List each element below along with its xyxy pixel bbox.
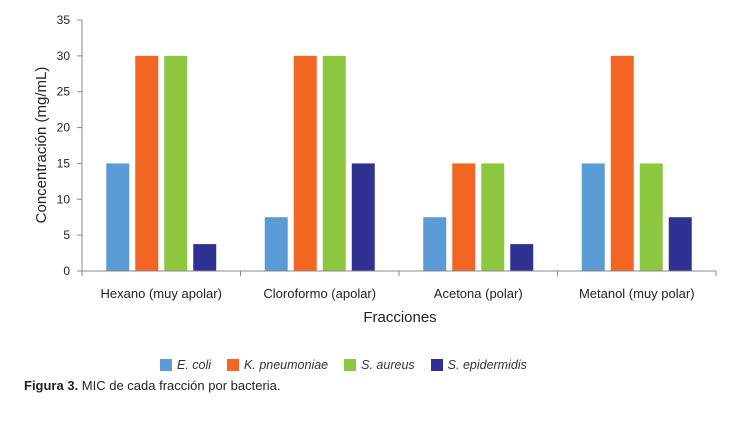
legend-label: K. pneumoniae	[244, 358, 329, 372]
bar	[135, 55, 159, 271]
bar	[668, 217, 692, 271]
legend: E. coli K. pneumoniae S. aureus S. epidermi…	[160, 356, 527, 374]
y-tick-label: 20	[57, 121, 71, 135]
y-tick-label: 35	[57, 13, 71, 27]
legend-label: S. epidermidis	[447, 358, 527, 372]
bar	[610, 55, 634, 271]
x-axis-label: Fracciones	[363, 309, 436, 326]
legend-item: S. epidermidis	[430, 358, 527, 372]
y-tick-label: 5	[63, 228, 70, 242]
x-axis-ticks: Hexano (muy apolar) Cloroformo (apolar) Ac…	[81, 271, 717, 301]
legend-swatch	[430, 359, 443, 371]
y-axis-label: Concentración (mg/mL)	[33, 67, 50, 224]
figure-caption: Figura 3. MIC de cada fracción por bacte…	[24, 378, 281, 393]
bar	[581, 163, 605, 271]
y-tick-label: 30	[57, 49, 71, 63]
bars	[106, 55, 692, 271]
legend-label: E. coli	[177, 358, 212, 372]
bar	[264, 217, 288, 271]
bar	[423, 217, 447, 271]
x-tick-label: Acetona (polar)	[434, 286, 523, 301]
bar	[106, 163, 130, 271]
x-tick-label: Metanol (muy polar)	[579, 286, 695, 301]
bar	[481, 163, 505, 271]
y-tick-label: 25	[57, 85, 71, 99]
legend-item: S. aureus	[344, 358, 415, 372]
chart: 0 5 10 15 20 25 30 35 Hexano (muy apolar) Clorof…	[33, 13, 717, 326]
bar	[639, 163, 663, 271]
y-axis-ticks: 0 5 10 15 20 25 30 35	[57, 13, 82, 278]
bar	[452, 163, 476, 271]
y-tick-label: 15	[57, 156, 71, 170]
bar	[164, 55, 188, 271]
x-tick-label: Hexano (muy apolar)	[101, 286, 222, 301]
legend-item: K. pneumoniae	[227, 358, 328, 372]
legend-swatch	[160, 359, 172, 371]
caption-text: MIC de cada fracción por bacteria.	[78, 378, 281, 393]
legend-item: E. coli	[160, 358, 211, 372]
bar	[193, 244, 217, 271]
caption-label: Figura 3.	[24, 378, 79, 393]
bar	[322, 55, 346, 271]
bar	[510, 244, 534, 271]
legend-swatch	[344, 359, 357, 371]
y-tick-label: 0	[63, 264, 70, 278]
x-tick-label: Cloroformo (apolar)	[263, 286, 376, 301]
legend-label: S. aureus	[361, 358, 415, 372]
legend-swatch	[227, 359, 240, 371]
bar	[293, 55, 317, 271]
bar	[351, 163, 375, 271]
y-tick-label: 10	[57, 192, 71, 206]
